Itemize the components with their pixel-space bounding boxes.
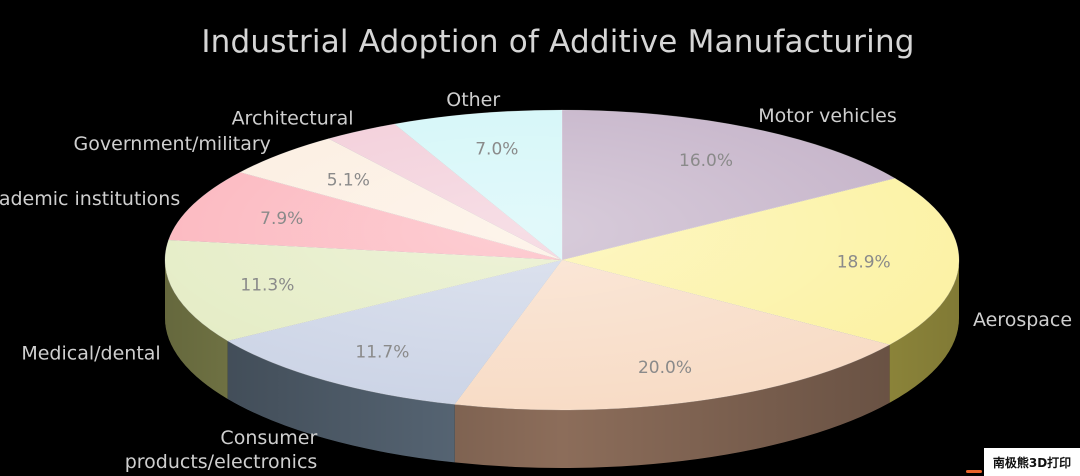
category-labels: Motor vehicles Aerospace Consumer products/… (0, 89, 1072, 473)
pie-side-shading (165, 260, 959, 468)
pie-sides (165, 260, 959, 468)
value-label-aerospace: 18.9% (837, 252, 891, 272)
category-label-other: Other (446, 89, 500, 111)
category-label-motor-vehicles: Motor vehicles (758, 105, 897, 127)
value-label-consumer-products-electronics: 11.7% (355, 343, 409, 363)
category-label-government-military: Government/military (74, 133, 271, 155)
category-label-aerospace: Aerospace (973, 309, 1072, 331)
value-label-other: 7.0% (475, 140, 518, 160)
category-label-academic-institutions: Academic institutions (0, 188, 180, 210)
value-label-industrial-business-machines: 20.0% (638, 358, 692, 378)
value-label-government-military: 5.1% (327, 171, 370, 191)
pie-top (164, 109, 960, 411)
value-label-motor-vehicles: 16.0% (679, 151, 733, 171)
watermark: 南极熊3D打印 (984, 448, 1080, 476)
category-label-medical-dental: Medical/dental (21, 342, 160, 364)
value-label-medical-dental: 11.3% (240, 276, 294, 296)
watermark-mark (966, 470, 982, 473)
value-label-academic-institutions: 7.9% (260, 209, 303, 229)
value-labels: 16.0% 18.9% 20.0% 11.7% 11.3% 7.9% 5.1% 7.0% (240, 140, 890, 378)
chart-title: Industrial Adoption of Additive Manufact… (201, 24, 915, 60)
pie-top-highlight (165, 110, 959, 410)
category-label-consumer-products-electronics: Consumer products/electronics (125, 427, 318, 473)
category-label-architectural: Architectural (232, 108, 354, 130)
